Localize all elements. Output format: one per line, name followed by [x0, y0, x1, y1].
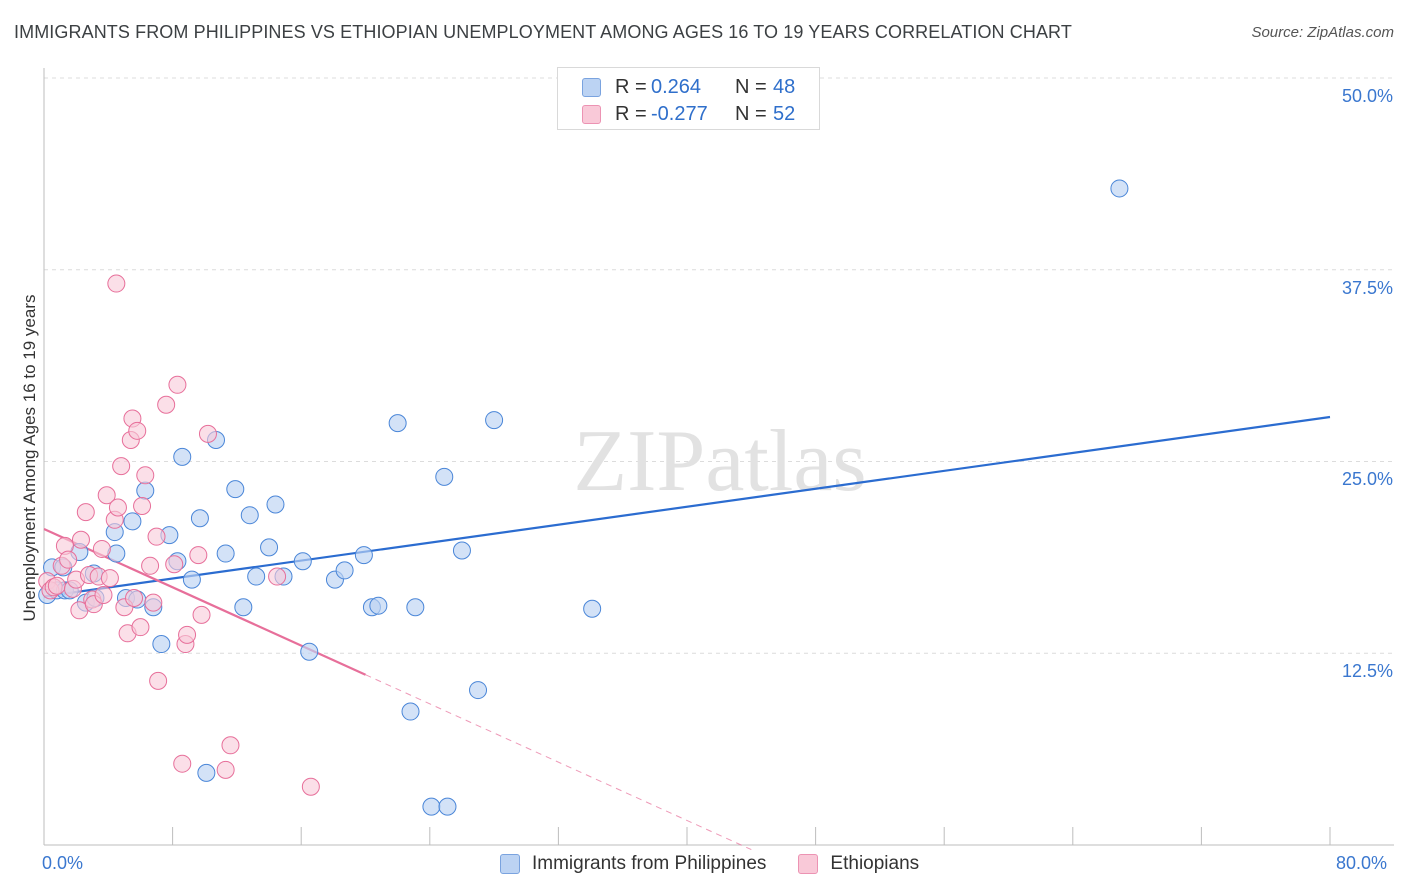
y-tick-label: 25.0%: [1341, 469, 1393, 489]
n-label: N =: [735, 75, 767, 98]
point-ethiopians: [173, 754, 192, 773]
point-philippines: [123, 512, 142, 531]
point-philippines: [388, 414, 407, 433]
point-ethiopians: [178, 625, 197, 644]
point-philippines: [485, 411, 504, 430]
point-ethiopians: [165, 555, 184, 574]
n-value: 48: [773, 75, 796, 98]
point-philippines: [226, 480, 245, 499]
point-ethiopians: [108, 498, 127, 517]
series-legend: Immigrants from Philippines Ethiopians: [500, 852, 951, 876]
point-philippines: [354, 546, 373, 565]
legend-row-philippines: R = 0.264 N = 48: [582, 74, 795, 100]
point-ethiopians: [71, 530, 90, 549]
point-philippines: [260, 538, 279, 557]
point-philippines: [438, 797, 457, 816]
legend-label: Ethiopians: [830, 853, 920, 874]
point-philippines: [583, 599, 602, 618]
legend-item-philippines: Immigrants from Philippines: [500, 853, 766, 875]
point-philippines: [1110, 179, 1129, 198]
point-ethiopians: [97, 486, 116, 505]
r-label: R =: [615, 75, 647, 98]
point-ethiopians: [147, 527, 166, 546]
x-tick-label: 80.0%: [1336, 853, 1388, 873]
point-philippines: [406, 598, 425, 617]
point-philippines: [173, 447, 192, 466]
point-philippines: [197, 763, 216, 782]
legend-row-ethiopians: R = -0.277 N = 52: [582, 101, 795, 127]
r-label: R =: [615, 102, 647, 125]
point-ethiopians: [192, 605, 211, 624]
point-ethiopians: [268, 567, 287, 586]
point-philippines: [369, 596, 388, 615]
point-ethiopians: [107, 274, 126, 293]
point-philippines: [240, 506, 259, 525]
point-philippines: [136, 481, 155, 500]
point-ethiopians: [168, 375, 187, 394]
point-ethiopians: [76, 503, 95, 522]
stats-legend: R = 0.264 N = 48 R = -0.277 N = 52: [557, 67, 820, 130]
point-philippines: [247, 567, 266, 586]
point-ethiopians: [125, 589, 144, 608]
point-ethiopians: [112, 457, 131, 476]
point-philippines: [300, 642, 319, 661]
point-ethiopians: [216, 760, 235, 779]
point-ethiopians: [301, 777, 320, 796]
legend-label: Immigrants from Philippines: [532, 853, 767, 874]
trendline-ethiopians-extension: [365, 674, 752, 851]
point-ethiopians: [94, 585, 113, 604]
point-philippines: [452, 541, 471, 560]
legend-swatch-pink: [582, 104, 601, 124]
point-ethiopians: [92, 539, 111, 558]
point-ethiopians: [149, 671, 168, 690]
point-philippines: [335, 561, 354, 580]
x-tick-label: 0.0%: [42, 853, 84, 873]
y-tick-label: 50.0%: [1341, 86, 1393, 106]
point-philippines: [190, 509, 209, 528]
point-ethiopians: [133, 496, 152, 515]
point-ethiopians: [128, 421, 147, 440]
chart-source: Source: ZipAtlas.com: [1251, 24, 1394, 41]
point-ethiopians: [136, 466, 155, 485]
point-philippines: [234, 598, 253, 617]
legend-swatch-blue: [500, 854, 520, 874]
legend-swatch-pink: [798, 854, 819, 874]
point-philippines: [293, 552, 312, 571]
trendline-philippines: [43, 415, 1331, 598]
point-philippines: [435, 467, 454, 486]
grid-lines: [44, 77, 1394, 654]
point-ethiopians: [131, 618, 150, 637]
y-tick-label: 37.5%: [1341, 278, 1393, 298]
y-tick-label: 12.5%: [1341, 661, 1393, 681]
r-value: -0.277: [651, 102, 708, 125]
point-philippines: [182, 570, 201, 589]
point-ethiopians: [221, 736, 240, 755]
axes: [43, 68, 1394, 846]
watermark: ZIPatlas: [573, 413, 866, 510]
data-points: [38, 179, 1129, 816]
point-ethiopians: [157, 395, 176, 414]
legend-swatch-blue: [582, 77, 601, 97]
n-value: 52: [773, 102, 796, 125]
point-philippines: [266, 495, 285, 514]
point-ethiopians: [141, 556, 160, 575]
legend-item-ethiopians: Ethiopians: [798, 853, 919, 875]
point-ethiopians: [59, 550, 78, 569]
point-philippines: [216, 544, 235, 563]
r-value: 0.264: [651, 75, 702, 98]
n-label: N =: [735, 102, 767, 125]
point-ethiopians: [47, 576, 66, 595]
point-philippines: [401, 702, 420, 721]
point-ethiopians: [189, 546, 208, 565]
point-ethiopians: [198, 424, 217, 443]
point-philippines: [422, 797, 441, 816]
point-ethiopians: [100, 569, 119, 588]
chart-title: IMMIGRANTS FROM PHILIPPINES VS ETHIOPIAN…: [14, 22, 1072, 42]
point-ethiopians: [144, 593, 163, 612]
point-philippines: [152, 635, 171, 654]
point-philippines: [469, 681, 488, 700]
